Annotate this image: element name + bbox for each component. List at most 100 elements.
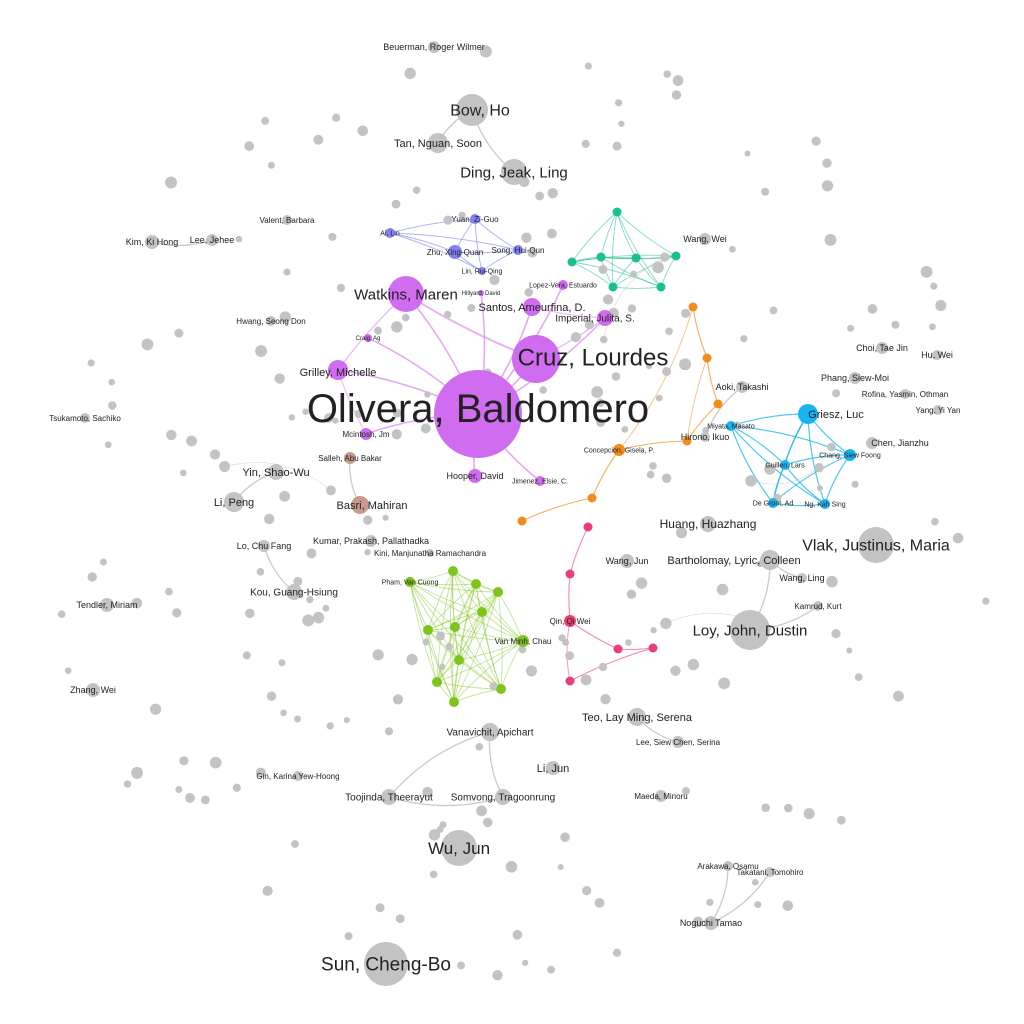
node-label: Zhu, Xing-Quan bbox=[427, 248, 483, 257]
graph-node bbox=[280, 710, 287, 717]
graph-node bbox=[283, 269, 290, 276]
node-label: Tsukamoto, Sachiko bbox=[49, 414, 121, 423]
graph-node bbox=[261, 117, 269, 125]
graph-edge bbox=[489, 732, 503, 797]
graph-node bbox=[58, 610, 66, 618]
graph-node bbox=[328, 233, 336, 241]
graph-node bbox=[930, 283, 937, 290]
nodes-layer bbox=[58, 41, 990, 986]
graph-node bbox=[257, 568, 265, 576]
graph-node bbox=[392, 200, 401, 209]
graph-node bbox=[467, 304, 475, 312]
graph-node bbox=[817, 485, 823, 491]
graph-node bbox=[761, 803, 770, 812]
graph-node bbox=[186, 436, 197, 447]
node-label: Bow, Ho bbox=[450, 103, 510, 120]
graph-node bbox=[784, 804, 793, 813]
node-label: Kini, Manjunatha Ramachandra bbox=[374, 549, 487, 558]
graph-node bbox=[124, 780, 131, 787]
graph-node bbox=[131, 767, 143, 779]
graph-node bbox=[612, 142, 621, 151]
graph-node bbox=[210, 449, 220, 459]
graph-node bbox=[679, 358, 691, 370]
node-label: Olivera, Baldomero bbox=[307, 387, 649, 431]
graph-node bbox=[274, 373, 284, 383]
graph-node bbox=[613, 949, 621, 957]
node-label: Kim, Ki Hong bbox=[126, 237, 179, 247]
node-label: Sun, Cheng-Bo bbox=[321, 955, 451, 976]
node-label: Vanavichit, Apichart bbox=[446, 728, 533, 739]
node-label: Tendler, Miriam bbox=[76, 600, 137, 610]
graph-node bbox=[628, 304, 636, 312]
graph-node bbox=[165, 588, 173, 596]
graph-node bbox=[210, 757, 222, 769]
node-label: Huang, Huazhang bbox=[660, 517, 757, 531]
graph-node bbox=[291, 840, 299, 848]
graph-node bbox=[263, 886, 273, 896]
graph-node bbox=[893, 691, 904, 702]
graph-node bbox=[600, 694, 610, 704]
graph-node bbox=[825, 234, 837, 246]
node-label: Yuan, Zi-Guo bbox=[451, 215, 499, 224]
graph-node bbox=[471, 579, 481, 589]
node-label: Aoki, Takashi bbox=[716, 382, 769, 392]
graph-node bbox=[571, 332, 581, 342]
graph-node bbox=[935, 300, 946, 311]
node-label: Bartholomay, Lyric, Colleen bbox=[667, 555, 800, 567]
graph-node bbox=[172, 608, 181, 617]
node-label: Hillyard, David bbox=[462, 291, 501, 297]
graph-node bbox=[831, 629, 840, 638]
graph-node bbox=[566, 677, 575, 686]
graph-node bbox=[383, 515, 389, 521]
graph-node bbox=[219, 461, 230, 472]
graph-node bbox=[832, 389, 840, 397]
graph-node bbox=[565, 651, 574, 660]
graph-node bbox=[174, 329, 183, 338]
graph-node bbox=[477, 607, 487, 617]
node-label: Maeda, Minoru bbox=[634, 792, 687, 801]
graph-node bbox=[357, 125, 368, 136]
node-label: Kamrud, Kurt bbox=[794, 602, 842, 611]
graph-node bbox=[391, 321, 402, 332]
node-label: Loy, John, Dustin bbox=[693, 622, 808, 639]
graph-node bbox=[672, 252, 681, 261]
graph-node bbox=[506, 861, 518, 873]
graph-edge bbox=[264, 546, 294, 592]
graph-node bbox=[600, 336, 608, 344]
graph-node bbox=[493, 587, 503, 597]
graph-node bbox=[65, 667, 72, 674]
graph-node bbox=[326, 722, 333, 729]
graph-edge bbox=[617, 212, 676, 256]
graph-node bbox=[439, 664, 445, 670]
node-label: Choi, Tae Jin bbox=[856, 343, 908, 353]
graph-node bbox=[770, 307, 778, 315]
graph-node bbox=[475, 743, 483, 751]
node-label: Griesz, Luc bbox=[808, 409, 864, 421]
node-label: Phang, Siew-Moi bbox=[821, 373, 889, 383]
graph-node bbox=[279, 491, 290, 502]
graph-node bbox=[166, 430, 176, 440]
graph-node bbox=[670, 666, 680, 676]
graph-node bbox=[489, 275, 499, 285]
graph-node bbox=[647, 471, 655, 479]
graph-node bbox=[598, 265, 607, 274]
node-label: Watkins, Maren bbox=[354, 286, 458, 303]
graph-node bbox=[180, 470, 187, 477]
graph-node bbox=[740, 335, 747, 342]
graph-edge bbox=[410, 582, 428, 630]
node-label: Valent, Barbara bbox=[260, 216, 316, 225]
graph-node bbox=[313, 135, 323, 145]
graph-node bbox=[522, 960, 528, 966]
node-label: Salleh, Abu Bakar bbox=[318, 454, 382, 463]
graph-node bbox=[582, 886, 591, 895]
graph-node bbox=[584, 523, 593, 532]
graph-node bbox=[618, 121, 624, 127]
graph-node bbox=[632, 254, 641, 263]
graph-node bbox=[649, 462, 657, 470]
graph-node bbox=[376, 903, 385, 912]
graph-node bbox=[245, 609, 255, 619]
node-label: Hooper, David bbox=[446, 471, 503, 481]
graph-node bbox=[519, 646, 526, 653]
graph-node bbox=[374, 327, 382, 335]
graph-node bbox=[627, 589, 636, 598]
